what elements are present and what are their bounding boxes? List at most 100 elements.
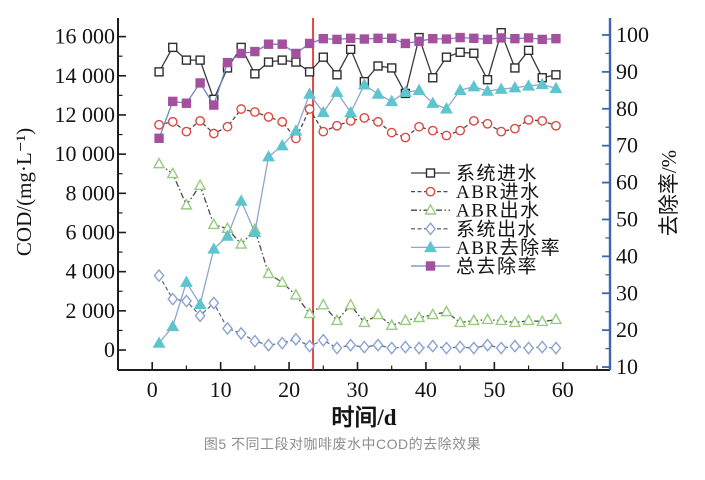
marker-circle-open <box>359 112 370 123</box>
marker-diamond-open <box>317 333 329 347</box>
marker-square-filled <box>263 39 274 49</box>
marker-square-filled <box>523 33 534 43</box>
x-axis-title: 时间/d <box>331 405 396 430</box>
marker-triangle-filled <box>535 77 549 90</box>
left-axis-tick-label: 16 000 <box>55 24 116 49</box>
marker-triangle-open <box>424 203 437 215</box>
marker-square-open <box>277 55 287 65</box>
legend-item-total-removal-rate: 总去除率 <box>411 256 538 278</box>
marker-square-filled <box>373 33 383 43</box>
marker-triangle-open <box>317 298 330 310</box>
legend-label-abr-effluent: ABR出水 <box>456 200 541 222</box>
marker-diamond-open <box>427 339 439 353</box>
marker-circle-open <box>400 132 411 143</box>
series-abr-effluent <box>152 157 563 331</box>
marker-triangle-filled <box>221 229 234 241</box>
marker-square-filled <box>277 39 287 49</box>
marker-diamond-open <box>345 338 357 352</box>
marker-square-open <box>291 57 301 67</box>
marker-square-filled <box>291 48 301 59</box>
marker-square-filled <box>304 38 315 49</box>
legend-item-abr-effluent: ABR出水 <box>411 200 541 222</box>
marker-square-filled <box>222 57 233 68</box>
right-axis-tick-label: 40 <box>616 243 638 268</box>
marker-triangle-open <box>344 298 357 310</box>
bottom-axis-tick-label: 40 <box>415 377 437 402</box>
right-axis-tick-label: 60 <box>616 170 638 195</box>
marker-diamond-open <box>358 340 370 354</box>
marker-triangle-filled <box>494 82 508 94</box>
marker-diamond-open <box>167 292 179 306</box>
marker-triangle-open <box>481 312 494 325</box>
marker-triangle-open <box>536 314 549 327</box>
marker-circle-open <box>455 125 466 136</box>
marker-square-filled <box>387 33 397 43</box>
marker-triangle-filled <box>289 124 303 136</box>
bottom-axis-tick-label: 50 <box>483 377 505 402</box>
series-abr-removal-rate <box>152 77 563 348</box>
marker-square-filled <box>195 78 205 88</box>
marker-diamond-open <box>290 332 302 346</box>
marker-triangle-open <box>371 307 385 320</box>
marker-circle-open <box>551 120 561 131</box>
series-total-removal-rate <box>154 32 561 143</box>
marker-triangle-filled <box>371 87 385 99</box>
marker-triangle-filled <box>385 94 399 107</box>
marker-square-filled <box>441 34 452 44</box>
marker-square-filled <box>469 33 479 43</box>
marker-square-filled <box>496 33 506 43</box>
marker-triangle-open <box>234 237 248 249</box>
marker-triangle-filled <box>439 102 453 114</box>
bottom-axis-tick-label: 20 <box>278 377 300 402</box>
legend-label-total-removal-rate: 总去除率 <box>456 256 538 278</box>
marker-square-open <box>441 52 452 62</box>
marker-square-open <box>181 55 192 65</box>
marker-triangle-filled <box>467 80 481 92</box>
marker-triangle-filled <box>152 336 166 348</box>
marker-triangle-open <box>399 313 412 326</box>
marker-circle-open <box>167 116 178 127</box>
marker-diamond-open <box>153 268 165 283</box>
marker-triangle-filled <box>166 319 180 332</box>
legend-item-abr-influent: ABR进水 <box>411 181 541 203</box>
legend-item-system-effluent: 系统出水 <box>411 218 537 240</box>
left-axis-tick-label: 10 000 <box>55 141 116 166</box>
figure-caption: 图5 不同工段对咖啡废水中COD的去除效果 <box>203 436 482 452</box>
marker-square-filled <box>551 33 561 44</box>
marker-diamond-open <box>536 340 548 354</box>
marker-circle-open <box>318 126 329 137</box>
marker-triangle-open <box>412 310 426 323</box>
marker-triangle-open <box>522 313 535 326</box>
right-axis-tick-label: 100 <box>616 22 649 47</box>
marker-diamond-open <box>523 341 535 355</box>
legend-item-abr-removal-rate: ABR去除率 <box>411 237 560 259</box>
marker-circle-open <box>236 104 247 114</box>
marker-square-filled <box>359 34 370 44</box>
marker-diamond-open <box>221 321 233 336</box>
marker-circle-open <box>468 115 479 126</box>
marker-circle-open <box>386 127 397 138</box>
bottom-axis-tick-label: 10 <box>210 377 232 402</box>
marker-diamond-open <box>372 338 384 352</box>
legend-label-abr-influent: ABR进水 <box>456 181 541 203</box>
marker-square-filled <box>250 46 260 57</box>
marker-triangle-open <box>166 166 179 179</box>
marker-triangle-open <box>467 313 481 326</box>
marker-triangle-filled <box>481 84 494 96</box>
marker-circle-open <box>222 121 233 132</box>
right-axis-tick-label: 50 <box>616 206 638 231</box>
marker-square-open <box>195 55 205 65</box>
marker-triangle-open <box>549 312 563 325</box>
marker-square-filled <box>510 33 520 44</box>
marker-triangle-open <box>330 313 344 326</box>
left-axis-tick-label: 0 <box>104 337 115 362</box>
bottom-axis-tick-label: 0 <box>147 377 158 402</box>
marker-triangle-filled <box>303 87 317 99</box>
marker-diamond-open <box>208 296 220 310</box>
marker-triangle-filled <box>357 78 371 90</box>
marker-diamond-open <box>249 334 261 348</box>
marker-square-open <box>332 70 342 80</box>
marker-triangle-filled <box>207 242 221 254</box>
marker-square-open <box>551 70 561 80</box>
